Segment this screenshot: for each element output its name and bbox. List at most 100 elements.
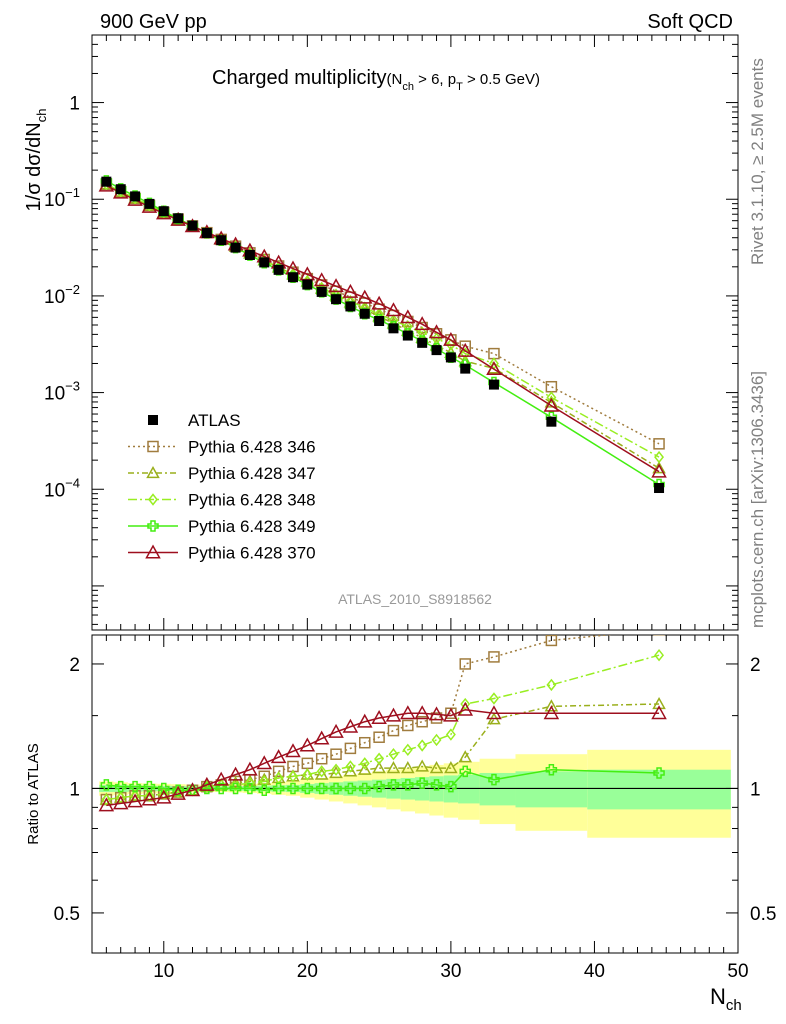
point-p346 [653,438,665,450]
y-axis-title-main: 1/σ dσ/dN [23,122,45,211]
ratio-point-p349 [100,779,113,791]
point-p370 [651,463,667,478]
point-data [402,330,413,341]
ratio-point-p370 [127,793,143,808]
ratio-point-p349 [287,782,299,795]
analysis-id-label: ATLAS_2010_S8918562 [338,591,492,607]
ratio-point-p349 [244,782,256,795]
y-axis-title: 1/σ dσ/dNch [23,109,49,212]
ratio-point-p348 [288,770,298,783]
legend-marker-p348 [148,493,158,506]
x-tick-label: 20 [297,961,318,982]
ratio-point-p348 [316,765,327,778]
legend-item-p370: Pythia 6.428 370 [128,544,316,563]
ratio-point-p370 [356,713,373,728]
legend-item-p347: Pythia 6.428 347 [128,464,316,483]
y-tick-label: 10−1 [44,185,80,211]
ratio-point-p348 [445,728,456,741]
point-data [460,363,471,374]
series-data [101,176,665,494]
plot-title-cuts-open: (N [387,71,403,88]
legend-label-data: ATLAS [188,411,241,430]
header-process-label: Soft QCD [647,11,733,33]
point-p370 [443,331,459,346]
ratio-point-p347 [401,761,415,774]
ratio-point-p348 [654,648,665,662]
legend-item-p349: Pythia 6.428 349 [128,517,316,536]
ratio-point-p370 [213,771,229,786]
ratio-point-p370 [313,730,330,745]
point-data [654,483,665,494]
point-p347 [544,395,559,408]
ratio-point-p348 [431,733,442,747]
point-data [316,286,327,297]
legend-item-p346: Pythia 6.428 346 [128,438,316,457]
legend-label-p346: Pythia 6.428 346 [188,438,316,457]
ratio-point-p346 [330,748,342,760]
point-data [158,206,169,217]
ratio-point-p347 [444,761,458,774]
ratio-point-p348 [374,752,385,765]
legend-marker-p347 [146,465,160,479]
plot-title: Charged multiplicity(Nch > 6, pT > 0.5 G… [212,67,540,93]
ratio-point-p346 [359,736,371,749]
y-tick-label-mantissa: 10 [44,384,65,405]
legend-item-data: ATLAS [148,411,241,430]
point-data [431,345,442,356]
ratio-point-p370 [385,707,402,722]
ratio-point-p349 [172,784,184,796]
point-p370 [428,324,445,339]
ratio-point-p349 [129,780,141,793]
ratio-point-p349 [373,780,385,793]
ratio-point-p370 [400,705,416,720]
ratio-line-p348 [106,654,660,801]
ratio-point-p349 [229,782,242,795]
point-data [101,176,112,187]
rivet-version-label: Rivet 3.1.10, ≥ 2.5M events [748,58,767,265]
y-tick-label: 1 [69,94,80,115]
x-tick-label: 10 [153,961,174,982]
ratio-point-p370 [486,705,502,720]
ratio-point-p348 [302,768,313,781]
ratio-point-p346 [373,731,385,743]
ratio-point-p349 [301,782,314,795]
point-p370 [457,342,474,357]
point-p370 [486,361,502,376]
point-data [230,242,241,253]
ratio-axes: 10 20 30 40 50 0.5 0.5 1 1 2 2 [54,635,776,982]
ratio-point-p349 [387,779,400,791]
point-p370 [371,295,387,310]
ratio-point-p370 [414,705,430,720]
ratio-point-p370 [299,737,316,752]
ratio-point-p349 [488,773,500,786]
ratio-point-p349 [143,780,156,793]
ratio-point-p347 [386,761,401,774]
header-energy-label: 900 GeV pp [100,11,207,33]
ratio-point-p370 [457,701,474,716]
ratio-point-p349 [114,780,127,793]
ratio-point-p346 [272,765,285,778]
y-tick-label-mantissa: 1 [69,94,80,115]
point-data [201,227,212,238]
ratio-point-p370 [227,766,244,781]
point-p347 [652,461,666,474]
ratio-point-p370 [428,706,445,721]
point-p370 [313,272,330,287]
mcplots-reference-label: mcplots.cern.ch [arXiv:1306.3436] [748,371,767,628]
point-p370 [414,316,430,331]
ratio-point-p370 [112,795,129,810]
ratio-series-p370 [98,701,667,812]
ratio-point-p348 [331,763,342,776]
ratio-point-p349 [445,780,457,793]
ratio-point-p346 [344,742,357,755]
ratio-point-p347 [415,759,429,772]
ratio-point-p346 [315,752,328,765]
point-data [273,264,284,275]
ratio-point-p348 [488,692,499,705]
ratio-point-p347 [372,761,386,774]
ratio-point-p349 [344,782,357,795]
ratio-y-tick-label-right: 1 [750,779,761,800]
legend-label-p348: Pythia 6.428 348 [188,491,316,510]
ratio-series [98,635,667,812]
ratio-point-p349 [430,779,443,791]
